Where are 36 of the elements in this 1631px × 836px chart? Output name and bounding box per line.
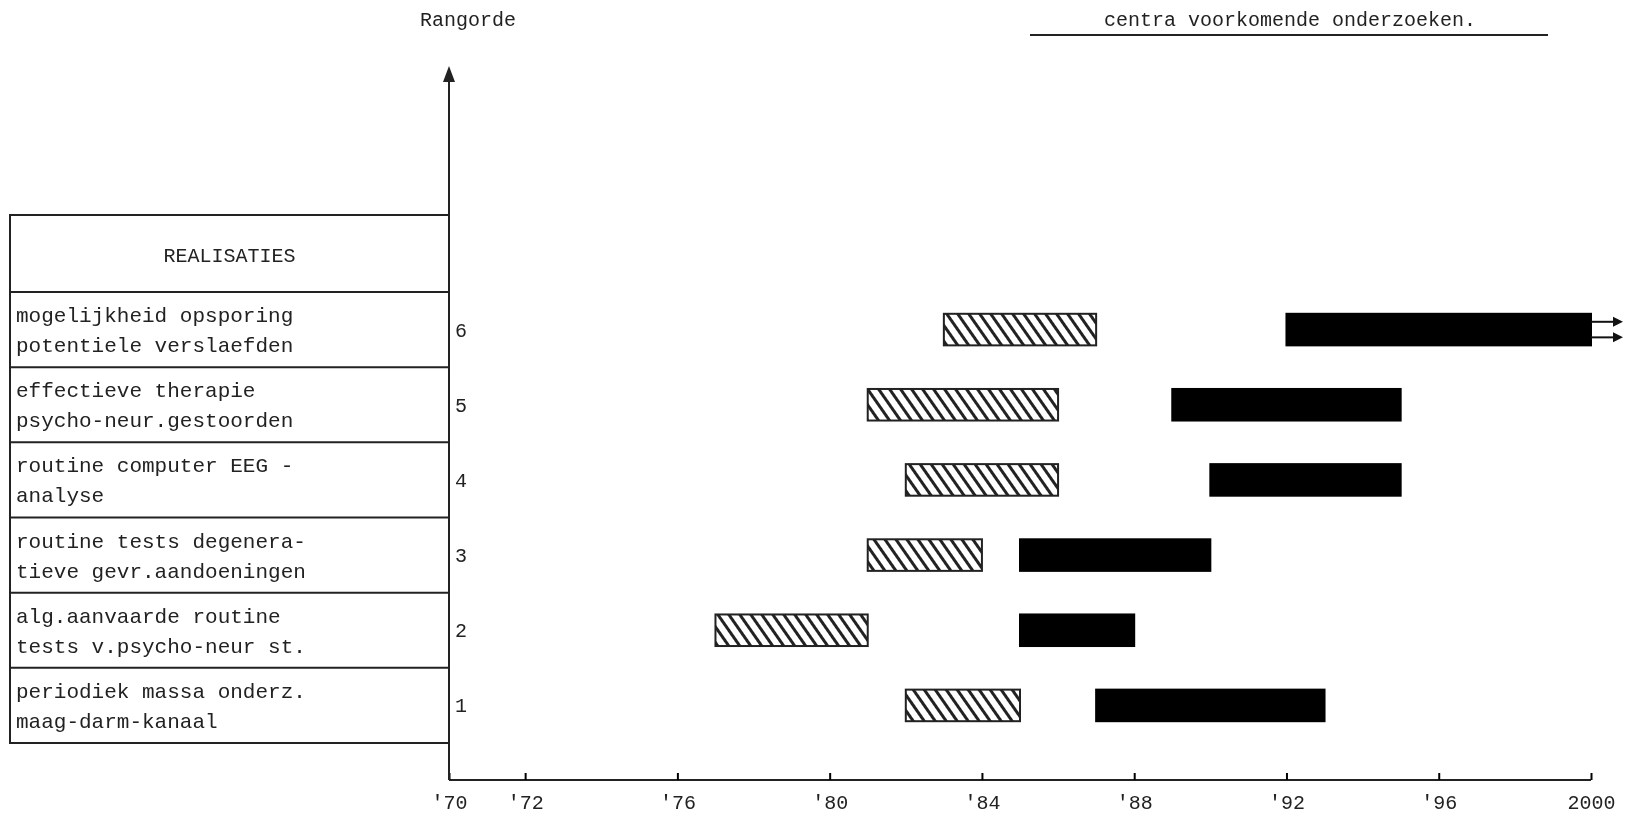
bar <box>1095 688 1326 723</box>
chart-title: centra voorkomende onderzoeken. <box>1103 9 1477 32</box>
y-tick-label: effectieve therapie psycho-neur.gestoorden <box>16 380 294 434</box>
x-tick-label: '88 <box>1116 792 1153 815</box>
bar <box>866 387 1060 422</box>
bar <box>904 463 1060 497</box>
annotation: 5 <box>455 394 468 418</box>
bar <box>1019 538 1212 572</box>
x-tick-label: '96 <box>1421 792 1458 815</box>
y-tick-label: routine tests degenera- tieve gevr.aandoeningen <box>16 530 306 584</box>
bar <box>714 613 869 648</box>
annotation: 6 <box>455 319 468 343</box>
annotation: 4 <box>455 469 468 493</box>
annotation: 2 <box>455 620 468 644</box>
x-tick-label: '70 <box>431 792 468 815</box>
text: Rangorde <box>419 9 517 32</box>
x-tick-label: '80 <box>812 792 849 815</box>
text: REALISATIES <box>163 245 296 268</box>
annotation: 3 <box>455 545 468 569</box>
x-tick-label: '76 <box>659 792 696 815</box>
y-tick-label: periodiek massa onderz. maag-darm-kanaal <box>16 680 306 734</box>
y-tick-label: routine computer EEG - analyse <box>16 455 294 509</box>
annotation: 1 <box>455 695 468 719</box>
y-tick-label: mogelijkheid opsporing potentiele verslaefden <box>16 305 294 358</box>
bar <box>1285 312 1592 347</box>
bar <box>942 312 1098 347</box>
x-tick-label: '92 <box>1268 792 1305 815</box>
x-tick-label: 2000 <box>1567 792 1616 815</box>
bar <box>1171 387 1402 422</box>
x-tick-label: '72 <box>507 792 544 815</box>
bar <box>904 688 1021 723</box>
bar <box>866 538 983 572</box>
bar <box>1209 463 1402 497</box>
x-tick-label: '84 <box>964 792 1001 815</box>
y-tick-label: alg.aanvaarde routine tests v.psycho-neur st. <box>16 605 306 659</box>
bar <box>1019 613 1136 648</box>
